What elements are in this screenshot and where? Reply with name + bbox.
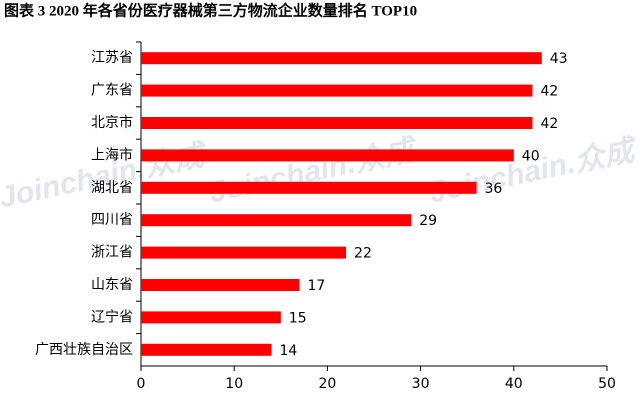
y-tick-label: 辽宁省	[91, 308, 133, 325]
bar	[141, 52, 542, 65]
bar	[141, 117, 533, 129]
y-tick-label: 浙江省	[91, 245, 133, 261]
value-label: 43	[550, 51, 568, 67]
value-label: 40	[522, 148, 540, 164]
y-tick-label: 四川省	[91, 212, 133, 228]
value-label: 42	[540, 116, 558, 132]
y-tick-label: 山东省	[91, 277, 133, 293]
x-tick-label: 10	[225, 376, 243, 392]
y-tick-label: 北京市	[91, 114, 133, 131]
value-label: 15	[289, 310, 307, 326]
bar	[141, 279, 300, 291]
value-label: 17	[307, 278, 325, 294]
x-tick-label: 40	[505, 376, 523, 392]
value-label: 14	[279, 343, 297, 359]
bar	[141, 311, 281, 324]
value-label: 29	[419, 213, 437, 229]
chart-title: 图表 3 2020 年各省份医疗器械第三方物流企业数量排名 TOP10	[4, 1, 417, 19]
x-tick-label: 50	[598, 376, 616, 392]
y-tick-label: 江苏省	[91, 50, 133, 66]
value-label: 36	[485, 181, 503, 197]
y-tick-label: 湖北省	[91, 180, 133, 196]
watermark: Joinchain.众成	[206, 132, 422, 210]
x-tick-label: 30	[412, 376, 430, 392]
bar	[141, 246, 347, 259]
x-tick-label: 0	[137, 376, 146, 392]
bar	[141, 149, 514, 162]
y-tick-label: 广西壮族自治区	[35, 342, 133, 358]
value-label: 42	[540, 84, 558, 100]
bar	[141, 84, 533, 97]
value-label: 22	[354, 246, 372, 262]
bar	[141, 181, 477, 194]
y-tick-label: 上海市	[91, 146, 133, 163]
x-tick-label: 20	[318, 376, 336, 392]
bar	[141, 214, 412, 227]
bar	[141, 343, 272, 356]
y-tick-label: 广东省	[91, 83, 133, 99]
watermark: Joinchain.众成	[426, 132, 640, 210]
